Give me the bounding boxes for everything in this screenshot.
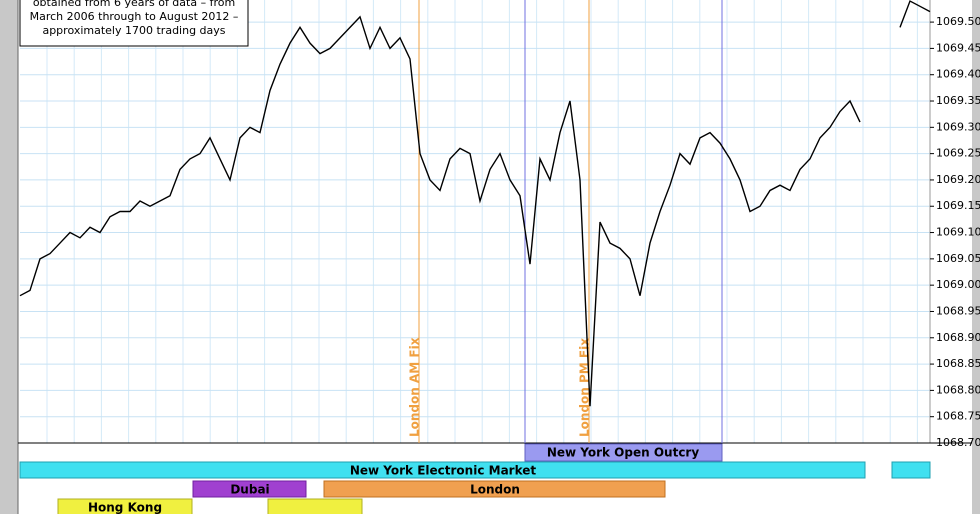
y-tick-label: 1068.70 (936, 436, 980, 449)
y-tick-label: 1069.15 (936, 199, 980, 212)
y-tick-label: 1069.45 (936, 41, 980, 54)
plot (19, 0, 931, 407)
y-tick-label: 1069.35 (936, 94, 980, 107)
y-tick-label: 1068.90 (936, 331, 980, 344)
note-line: obtained from 6 years of data – from (33, 0, 235, 9)
y-tick-label: 1068.75 (936, 410, 980, 423)
session-label: New York Electronic Market (350, 464, 537, 478)
session-bar (57, 498, 193, 514)
session-bar (524, 443, 723, 462)
y-tick-label: 1069.40 (936, 68, 980, 81)
session-bar (19, 461, 866, 479)
note-line: March 2006 through to August 2012 – (30, 10, 239, 23)
session-label: New York Open Outcry (547, 446, 700, 460)
session-label: London (470, 483, 520, 497)
session-label: Hong Kong (88, 501, 162, 514)
annotation: London AM Fix (408, 337, 422, 437)
price-line (19, 0, 931, 407)
y-tick-label: 1069.20 (936, 173, 980, 186)
right-strip (972, 0, 980, 514)
y-tick-label: 1069.00 (936, 278, 980, 291)
y-tick-label: 1069.50 (936, 15, 980, 28)
session-bar (192, 480, 307, 498)
note-line: approximately 1700 trading days (42, 24, 225, 37)
y-tick-label: 1069.30 (936, 120, 980, 133)
y-tick-label: 1069.10 (936, 226, 980, 239)
session-label: Dubai (230, 483, 269, 497)
vertical-grid (46, 0, 918, 443)
session-bar (267, 498, 363, 514)
y-tick-label: 1068.80 (936, 383, 980, 396)
left-strip (0, 0, 18, 514)
y-tick-label: 1069.05 (936, 252, 980, 265)
note-box (19, 0, 249, 47)
y-tick-label: 1068.95 (936, 304, 980, 317)
y-tick-label: 1069.25 (936, 147, 980, 160)
session-bar (891, 461, 931, 479)
session-bar (323, 480, 666, 498)
y-tick-label: 1068.85 (936, 357, 980, 370)
